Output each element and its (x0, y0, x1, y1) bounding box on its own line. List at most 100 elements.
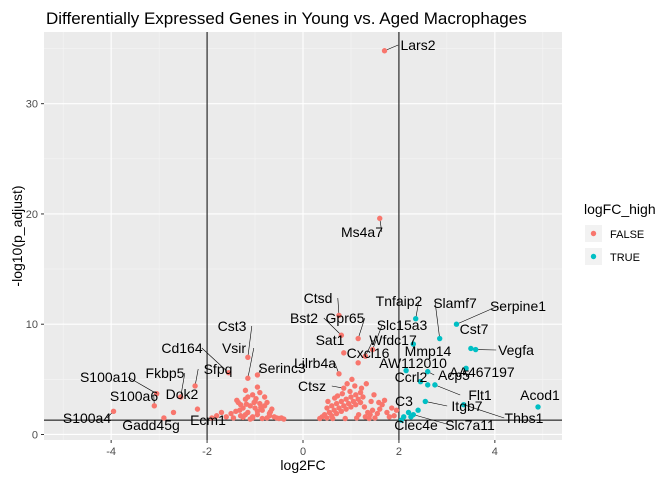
data-point-high (415, 407, 421, 413)
y-tick-label: 20 (26, 209, 38, 221)
data-point (345, 400, 352, 407)
labeled-data-point (151, 403, 158, 409)
data-point (249, 392, 256, 398)
labeled-data-point (535, 404, 541, 410)
data-point (344, 381, 350, 387)
legend-false-marker (590, 230, 597, 237)
label-connector (413, 414, 451, 426)
data-point (261, 394, 268, 400)
data-point (326, 409, 333, 416)
data-point (381, 397, 388, 404)
data-point (259, 415, 265, 422)
labeled-data-point (341, 385, 347, 391)
label-connector (372, 324, 383, 350)
labeled-data-point (355, 335, 361, 342)
data-point (384, 409, 390, 416)
data-points (110, 48, 541, 423)
legend-true-marker (590, 253, 597, 260)
data-point (317, 415, 323, 422)
data-point (234, 397, 240, 404)
data-point (361, 404, 368, 410)
point-label: Ms4a7 (341, 224, 383, 240)
labeled-data-point (338, 332, 345, 338)
labeled-data-point (161, 415, 167, 421)
data-point (236, 407, 243, 413)
data-point (366, 415, 372, 422)
point-label: Vegfa (498, 342, 534, 358)
point-label: S100a10 (80, 369, 136, 385)
point-label: Slc7a11 (445, 417, 495, 433)
label-connector (434, 302, 440, 339)
labeled-data-point (422, 398, 429, 405)
data-point (242, 411, 249, 418)
point-label: Ecm1 (190, 412, 226, 428)
label-connector (415, 300, 420, 319)
data-point (242, 387, 249, 394)
label-connector (247, 325, 253, 358)
label-connector (337, 297, 340, 316)
labeled-data-point (472, 346, 479, 353)
labeled-data-point (110, 408, 117, 415)
data-point (350, 398, 357, 405)
point-label: Serpine1 (490, 298, 546, 314)
labeled-data-point (177, 394, 184, 400)
point-label: S100a4 (63, 410, 111, 426)
point-label: Clec4e (394, 417, 438, 433)
label-connector (357, 317, 366, 339)
legend: logFC_high FALSE TRUE (584, 201, 656, 265)
point-label: Sfpq (204, 361, 233, 377)
data-point (369, 407, 376, 413)
data-point (363, 381, 370, 387)
data-point (258, 404, 264, 411)
point-label: Ccrl2 (395, 369, 428, 385)
label-connector (194, 368, 199, 387)
data-point (358, 385, 365, 391)
labeled-data-point (245, 354, 251, 360)
point-label: Cxcl16 (347, 345, 390, 361)
point-label: Cd164 (161, 340, 202, 356)
y-tick-label: 30 (26, 99, 38, 111)
y-tick-label: 10 (26, 319, 38, 331)
point-label: Bst2 (290, 310, 318, 326)
y-axis-label: -log10(p_adjust) (9, 185, 25, 286)
labeled-data-point (413, 316, 419, 322)
data-point (253, 395, 259, 402)
point-label: Cst7 (460, 321, 489, 337)
point-label: Slamf7 (433, 295, 477, 311)
label-connector (201, 347, 229, 373)
y-tick-label: 0 (32, 429, 38, 441)
data-point (325, 398, 331, 405)
data-point (230, 415, 237, 421)
data-point (377, 406, 383, 412)
data-point (342, 415, 348, 422)
data-point (257, 389, 263, 396)
data-point (330, 415, 336, 422)
data-point (353, 392, 359, 398)
label-connector (456, 305, 499, 325)
data-point (349, 376, 355, 383)
data-point (341, 403, 347, 409)
labeled-data-point (192, 383, 198, 389)
label-connector (425, 401, 448, 407)
point-label: Wfdc17 (369, 332, 417, 348)
labeled-data-point (410, 411, 417, 418)
label-connector (247, 347, 255, 379)
legend-true-label: TRUE (610, 252, 640, 264)
data-point (374, 410, 381, 417)
point-label: AW112010 (379, 355, 447, 371)
data-point (338, 398, 345, 405)
data-point (324, 405, 330, 411)
labeled-data-point (245, 375, 251, 381)
data-point (339, 390, 346, 397)
data-point (228, 410, 234, 417)
data-point (365, 409, 371, 416)
data-point (329, 403, 335, 409)
point-label: Cst3 (218, 318, 247, 334)
data-point (213, 413, 220, 419)
data-point (209, 415, 215, 421)
labeled-data-point (403, 367, 409, 374)
label-connector (180, 372, 186, 398)
labeled-data-point (194, 406, 201, 412)
